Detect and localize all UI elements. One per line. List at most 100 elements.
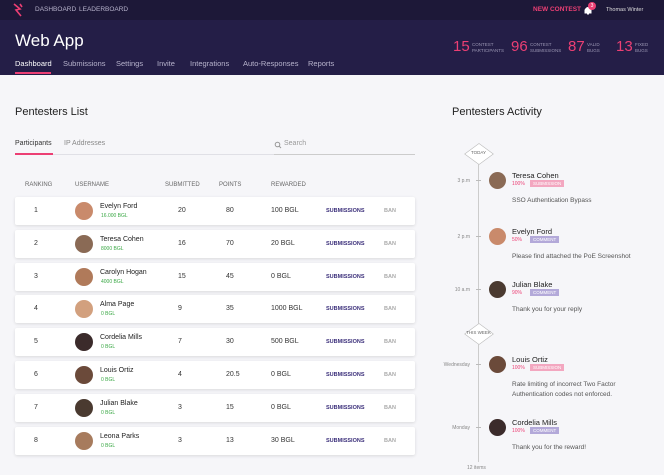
balance: 0 BGL [101,344,116,351]
balance: 16.000 BGL [101,213,128,219]
ban-link[interactable]: BAN [384,306,396,313]
balance: 0 BGL [101,311,116,318]
rank: 5 [34,338,38,346]
ban-link[interactable]: BAN [384,437,396,444]
avatar [489,228,506,245]
submitted: 4 [178,371,182,378]
logo[interactable] [12,3,24,17]
user[interactable]: Thomas Winter [606,7,644,13]
avatar [75,366,93,384]
participant-row: 3 Carolyn Hogan 4000 BGL 15 45 0 BGL SUBMISSIO… [15,262,415,291]
activity-text: Rate limiting of incorrect Two Factor Au… [512,381,616,398]
stat-value: 96 [511,38,528,55]
ban-link[interactable]: BAN [384,404,396,411]
avatar [75,300,93,319]
name: Cordelia Mills [512,418,558,427]
ban-link[interactable]: BAN [384,339,396,346]
column-header: POINTS [219,182,242,188]
submissions-link[interactable]: SUBMISSIONS [326,404,365,411]
header-tab[interactable]: Dashboard [15,59,52,68]
submitted: 9 [178,305,182,313]
avatar [75,202,93,220]
search-input[interactable]: Search [284,140,307,147]
username: Teresa Cohen [100,235,144,243]
rank: 2 [34,239,38,247]
submissions-link[interactable]: SUBMISSIONS [326,372,365,378]
submitted: 15 [178,272,186,280]
ban-link[interactable]: BAN [384,273,396,280]
search-icon [274,141,282,149]
tab-rule [15,154,415,155]
activity-text: SSO Authentication Bypass [512,197,592,204]
submitted: 20 [178,207,186,214]
submitted: 3 [178,403,182,411]
marker-label: TODAY [470,150,487,155]
participant-row: 6 Louis Ortiz 0 BGL 4 20.5 0 BGL SUBMISSIONS BA… [15,361,415,389]
submissions-link[interactable]: SUBMISSIONS [326,273,365,280]
points: 80 [226,207,234,214]
points: 30 [226,338,234,346]
rewarded: 0 BGL [271,272,291,280]
rank: 1 [34,207,38,214]
header-tab[interactable]: Reports [308,59,335,68]
tab-underline [15,72,51,74]
column-header: REWARDED [271,182,306,188]
app-title: Web App [15,31,84,50]
top-nav [0,0,664,20]
header [0,20,664,75]
header-tab[interactable]: Invite [157,59,175,68]
ban-link[interactable]: BAN [384,208,396,214]
name: Evelyn Ford [512,227,553,236]
name: Teresa Cohen [512,171,559,180]
tag: COMMENT [530,289,560,296]
stat-value: 13 [616,38,633,55]
rewarded: 30 BGL [271,436,295,444]
balance: 8000 BGL [101,245,124,252]
avatar [489,281,506,298]
header-tab[interactable]: Integrations [190,59,230,68]
participant-row: 5 Cordelia Mills 0 BGL 7 30 500 BGL SUBMISSION… [15,328,415,357]
username: Leona Parks [100,432,140,440]
avatar [489,419,506,436]
column-header: SUBMITTED [165,182,200,188]
submissions-link[interactable]: SUBMISSIONS [326,339,365,346]
tag: SUBMISSION [530,180,565,187]
stat-label: PARTICIPANTS [472,48,505,53]
submissions-link[interactable]: SUBMISSIONS [326,306,365,313]
stat-label: BUGS [587,48,600,53]
list-tab[interactable]: Participants [15,140,52,147]
new-contest[interactable]: NEW CONTEST [533,6,582,13]
balance: 0 BGL [101,442,116,449]
avatar [75,398,93,417]
header-tab[interactable]: Auto-Responses [243,59,299,68]
dot [476,289,481,290]
balance: 0 BGL [101,409,116,416]
score: 100% [512,181,525,187]
column-header: RANKING [25,182,53,188]
header-tab[interactable]: Settings [116,59,144,68]
rank: 4 [34,305,38,313]
ban-link[interactable]: BAN [384,372,396,378]
submissions-link[interactable]: SUBMISSIONS [326,208,365,214]
nav-item[interactable]: DASHBOARD [35,6,77,13]
nav-item[interactable]: LEADERBOARD [79,6,129,13]
submissions-link[interactable]: SUBMISSIONS [326,240,365,247]
balance: 0 BGL [101,377,116,383]
username: Alma Page [100,301,135,309]
timeline [478,150,479,462]
points: 45 [226,272,234,280]
stat-label: FIXED [635,42,649,47]
dot [476,236,481,237]
stat-value: 87 [568,38,585,55]
avatar [489,356,506,373]
username: Julian Blake [100,399,138,407]
list-tab[interactable]: IP Addresses [64,140,106,147]
rank: 8 [34,436,38,444]
header-tab[interactable]: Submissions [63,59,106,68]
ban-link[interactable]: BAN [384,240,396,247]
submissions-link[interactable]: SUBMISSIONS [326,437,365,444]
points: 13 [226,436,234,444]
participant-row: 1 Evelyn Ford 16.000 BGL 20 80 100 BGL SUBMISS… [15,197,415,225]
dot [476,364,481,365]
